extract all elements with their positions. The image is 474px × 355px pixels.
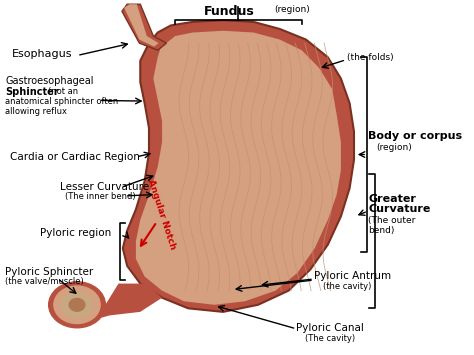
Polygon shape <box>97 284 162 319</box>
Text: Pyloric Antrum: Pyloric Antrum <box>314 271 391 281</box>
Polygon shape <box>122 4 166 50</box>
Circle shape <box>49 282 105 328</box>
Text: Esophagus: Esophagus <box>11 49 72 59</box>
Text: Pyloric region: Pyloric region <box>40 228 111 238</box>
Text: (The inner bend): (The inner bend) <box>65 192 136 201</box>
Text: (The outer: (The outer <box>368 216 416 225</box>
Text: Sphincter: Sphincter <box>5 87 59 97</box>
Text: Gastroesophageal: Gastroesophageal <box>5 76 93 86</box>
Text: (the folds): (the folds) <box>347 54 394 62</box>
Circle shape <box>54 286 100 323</box>
Text: (the cavity): (the cavity) <box>323 282 371 290</box>
Text: (the valve/muscle): (the valve/muscle) <box>5 277 84 286</box>
Circle shape <box>61 292 93 317</box>
Text: Body or corpus: Body or corpus <box>368 131 463 141</box>
Text: bend): bend) <box>368 226 395 235</box>
Text: Curvature: Curvature <box>368 204 431 214</box>
Text: Greater: Greater <box>368 194 416 204</box>
Text: Fundus: Fundus <box>204 5 255 18</box>
Text: anatomical sphincter often: anatomical sphincter often <box>5 97 118 106</box>
Text: (region): (region) <box>274 5 310 14</box>
Text: Lesser Curvature: Lesser Curvature <box>60 182 149 192</box>
Polygon shape <box>124 4 159 47</box>
Text: (not an: (not an <box>48 87 78 97</box>
Text: Cardia or Cardiac Region: Cardia or Cardiac Region <box>10 152 140 162</box>
Text: Pyloric Sphincter: Pyloric Sphincter <box>5 267 93 277</box>
Polygon shape <box>123 20 354 312</box>
Polygon shape <box>136 31 341 305</box>
Text: (The cavity): (The cavity) <box>305 334 355 343</box>
Text: Pyloric Canal: Pyloric Canal <box>296 323 365 333</box>
Text: allowing reflux: allowing reflux <box>5 106 67 115</box>
Circle shape <box>69 299 85 311</box>
Text: (region): (region) <box>377 143 412 152</box>
Text: Angular Notch: Angular Notch <box>146 179 178 251</box>
